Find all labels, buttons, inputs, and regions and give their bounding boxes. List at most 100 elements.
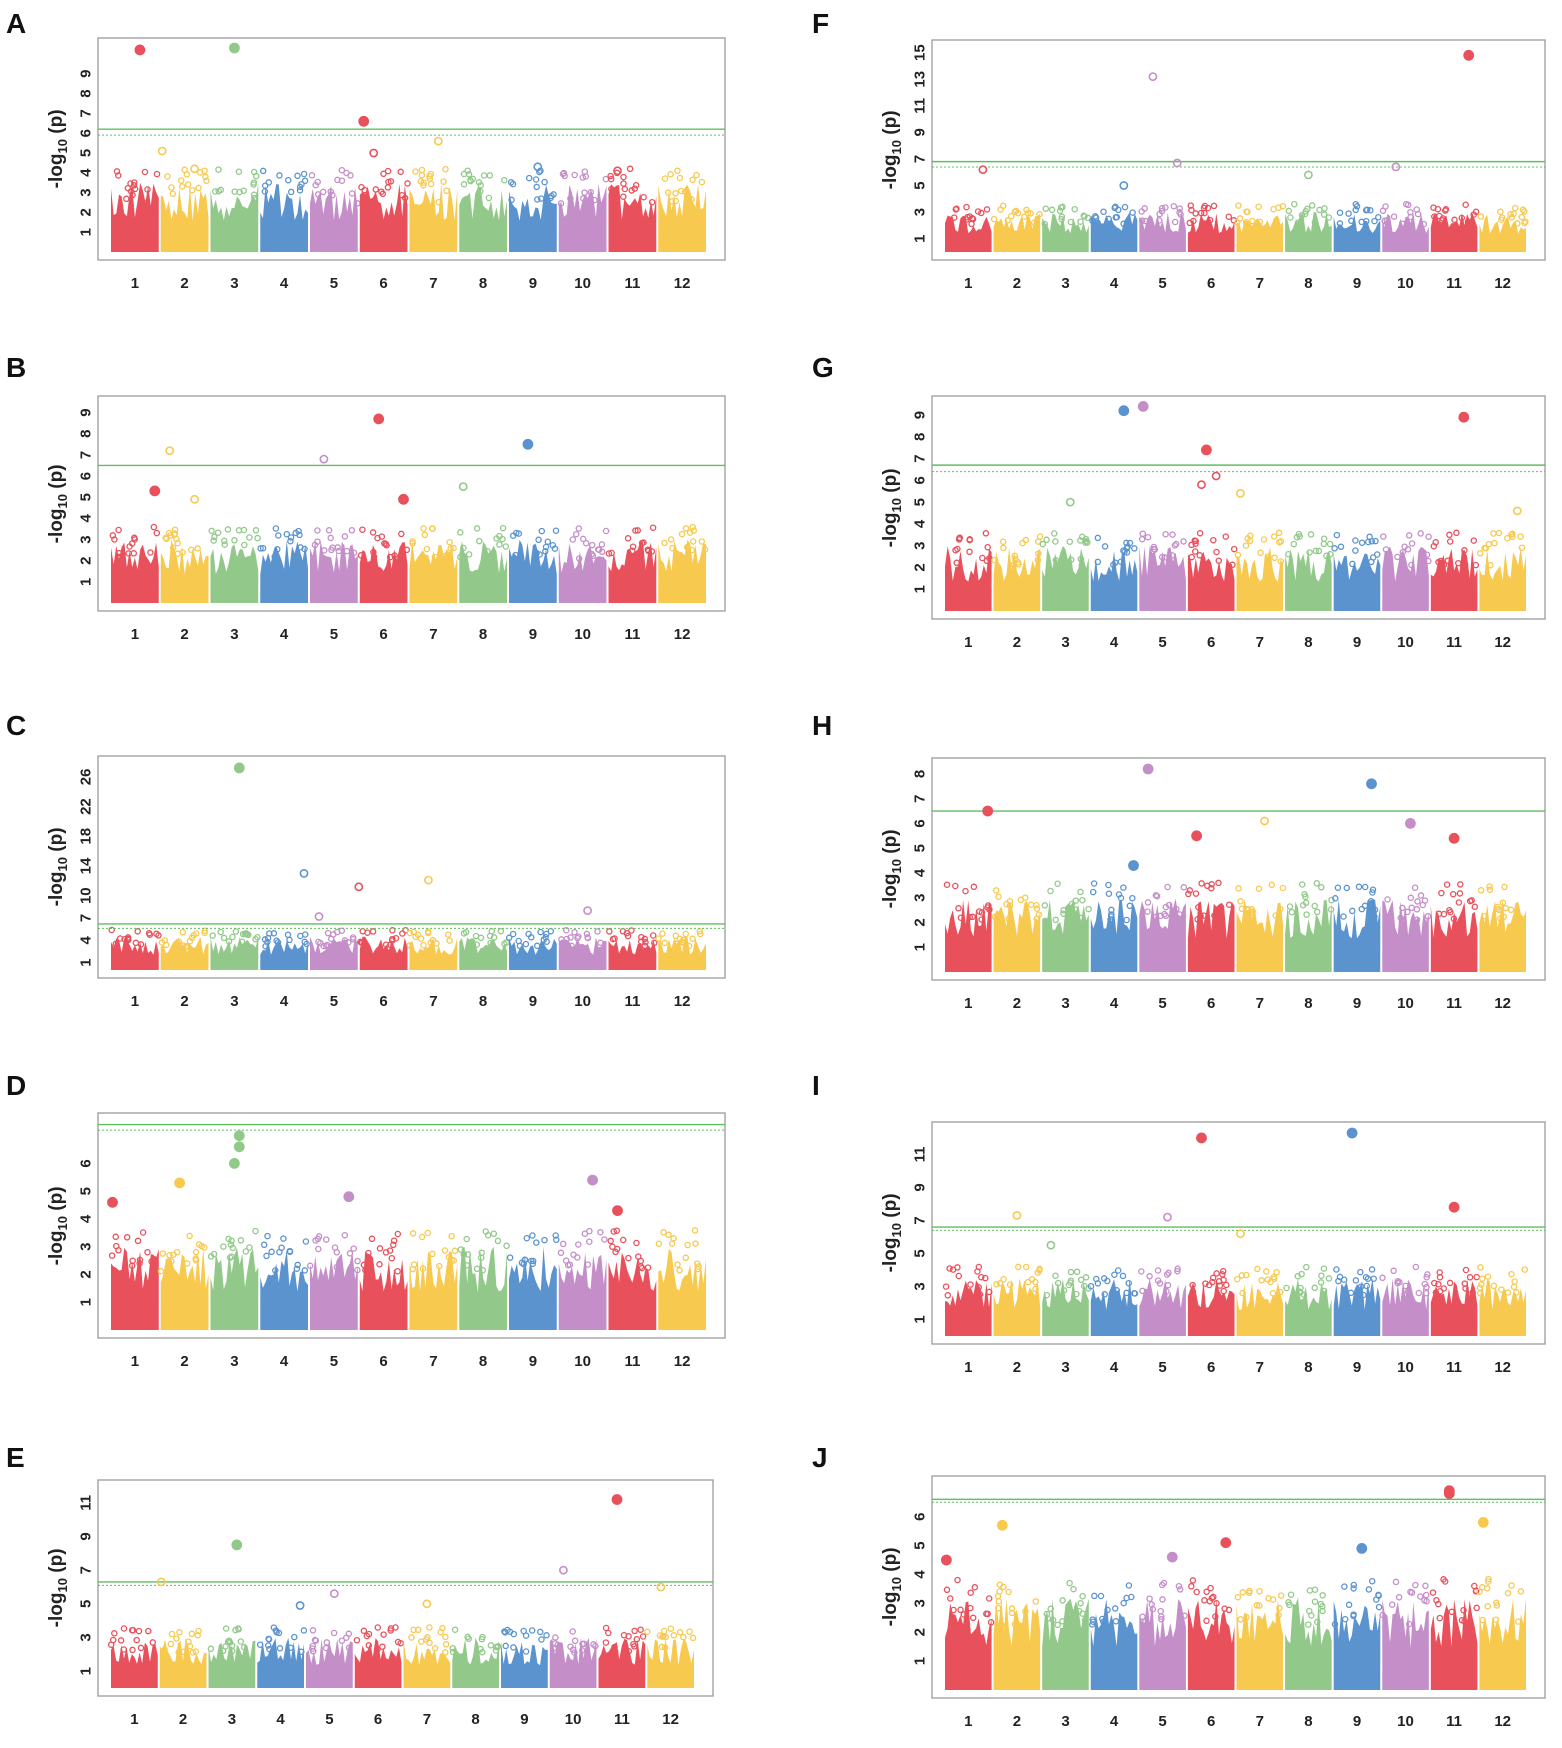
chromosome-block-7 — [403, 1639, 451, 1688]
background-point — [120, 1625, 128, 1632]
background-point — [582, 539, 590, 547]
background-point — [1242, 219, 1250, 226]
background-point — [1305, 1621, 1312, 1628]
background-point — [1279, 884, 1287, 892]
background-point — [424, 1229, 431, 1237]
y-tick-label: 10 — [78, 887, 95, 904]
background-point — [1269, 1596, 1277, 1603]
background-point — [143, 199, 151, 206]
background-point — [950, 214, 958, 221]
x-tick-label: 5 — [1158, 275, 1166, 292]
background-point — [955, 905, 962, 912]
background-point — [1288, 908, 1296, 916]
background-point — [1439, 217, 1446, 224]
background-point — [1141, 205, 1148, 212]
background-point — [1341, 1615, 1349, 1623]
x-tick-label: 4 — [1110, 634, 1119, 651]
background-point — [1049, 1616, 1057, 1624]
chromosome-block-8 — [1285, 899, 1332, 972]
background-point — [1476, 1284, 1484, 1291]
y-axis-label: -log10 (p) — [46, 443, 70, 563]
ylabel-prefix: -log — [46, 1592, 68, 1628]
x-tick-label: 5 — [1158, 995, 1166, 1012]
background-point — [1192, 890, 1200, 897]
background-point — [1466, 897, 1474, 905]
background-point — [1431, 1279, 1438, 1287]
background-point — [957, 1606, 964, 1614]
background-point — [207, 1253, 215, 1260]
background-point — [1507, 906, 1515, 914]
background-point — [1511, 204, 1519, 212]
background-point — [1126, 902, 1134, 910]
chromosome-block-5 — [310, 1252, 358, 1330]
background-point — [1139, 1287, 1146, 1295]
background-point — [505, 934, 513, 942]
chromosome-block-1 — [945, 1280, 992, 1336]
x-tick-label: 1 — [964, 995, 972, 1012]
background-point — [1229, 561, 1236, 569]
background-point — [129, 1257, 136, 1264]
background-point — [1404, 908, 1411, 916]
background-point — [984, 904, 991, 911]
peak-point — [1197, 480, 1206, 490]
y-tick-label: 15 — [912, 44, 929, 61]
x-tick-label: 2 — [180, 1353, 188, 1370]
background-point — [1238, 905, 1246, 913]
background-point — [1248, 911, 1256, 919]
background-point — [338, 166, 346, 174]
background-point — [1390, 1267, 1397, 1275]
background-point — [1384, 896, 1391, 903]
background-point — [1325, 214, 1333, 221]
background-point — [330, 1629, 338, 1637]
x-tick-label: 8 — [479, 993, 487, 1010]
background-point — [1277, 558, 1285, 565]
background-point — [1120, 1599, 1127, 1607]
background-point — [260, 1241, 268, 1249]
background-point — [1276, 1288, 1284, 1296]
background-point — [360, 1627, 368, 1635]
background-point — [153, 170, 161, 178]
y-tick-label: 1 — [912, 943, 929, 951]
chromosome-block-12 — [1479, 1598, 1526, 1690]
peak-point — [611, 1494, 623, 1505]
background-point — [1275, 1611, 1282, 1619]
background-point — [124, 935, 132, 943]
ylabel-prefix: -log — [46, 871, 68, 907]
background-point — [1327, 906, 1335, 913]
background-point — [1349, 560, 1356, 568]
background-point — [1219, 1267, 1227, 1275]
background-point — [127, 180, 134, 187]
chromosome-block-10 — [558, 937, 607, 970]
background-point — [533, 942, 541, 950]
background-point — [668, 198, 676, 205]
ylabel-prefix: -log — [46, 507, 68, 543]
background-point — [946, 1265, 953, 1272]
background-point — [1220, 1287, 1227, 1295]
background-point — [1345, 210, 1352, 217]
y-axis-label: -log10 (p) — [46, 89, 70, 209]
background-point — [1105, 215, 1112, 223]
background-point — [1168, 552, 1176, 559]
background-point — [1129, 209, 1136, 216]
background-point — [1079, 1592, 1086, 1600]
background-point — [676, 935, 683, 943]
background-point — [1510, 1283, 1518, 1291]
background-point — [1449, 890, 1457, 898]
background-point — [670, 1632, 678, 1639]
background-point — [1320, 535, 1328, 542]
background-point — [543, 930, 550, 938]
y-tick-label: 3 — [912, 1282, 929, 1290]
background-point — [1210, 536, 1217, 544]
background-point — [1101, 543, 1109, 550]
background-point — [1242, 542, 1250, 549]
background-point — [613, 1227, 621, 1234]
background-point — [1032, 1278, 1039, 1286]
background-point — [137, 941, 145, 948]
background-point — [1173, 905, 1180, 913]
background-point — [370, 548, 377, 556]
background-point — [1234, 1275, 1241, 1283]
background-point — [529, 1257, 537, 1265]
x-tick-label: 11 — [624, 1353, 640, 1370]
background-point — [1174, 1267, 1181, 1275]
background-point — [1367, 207, 1374, 214]
